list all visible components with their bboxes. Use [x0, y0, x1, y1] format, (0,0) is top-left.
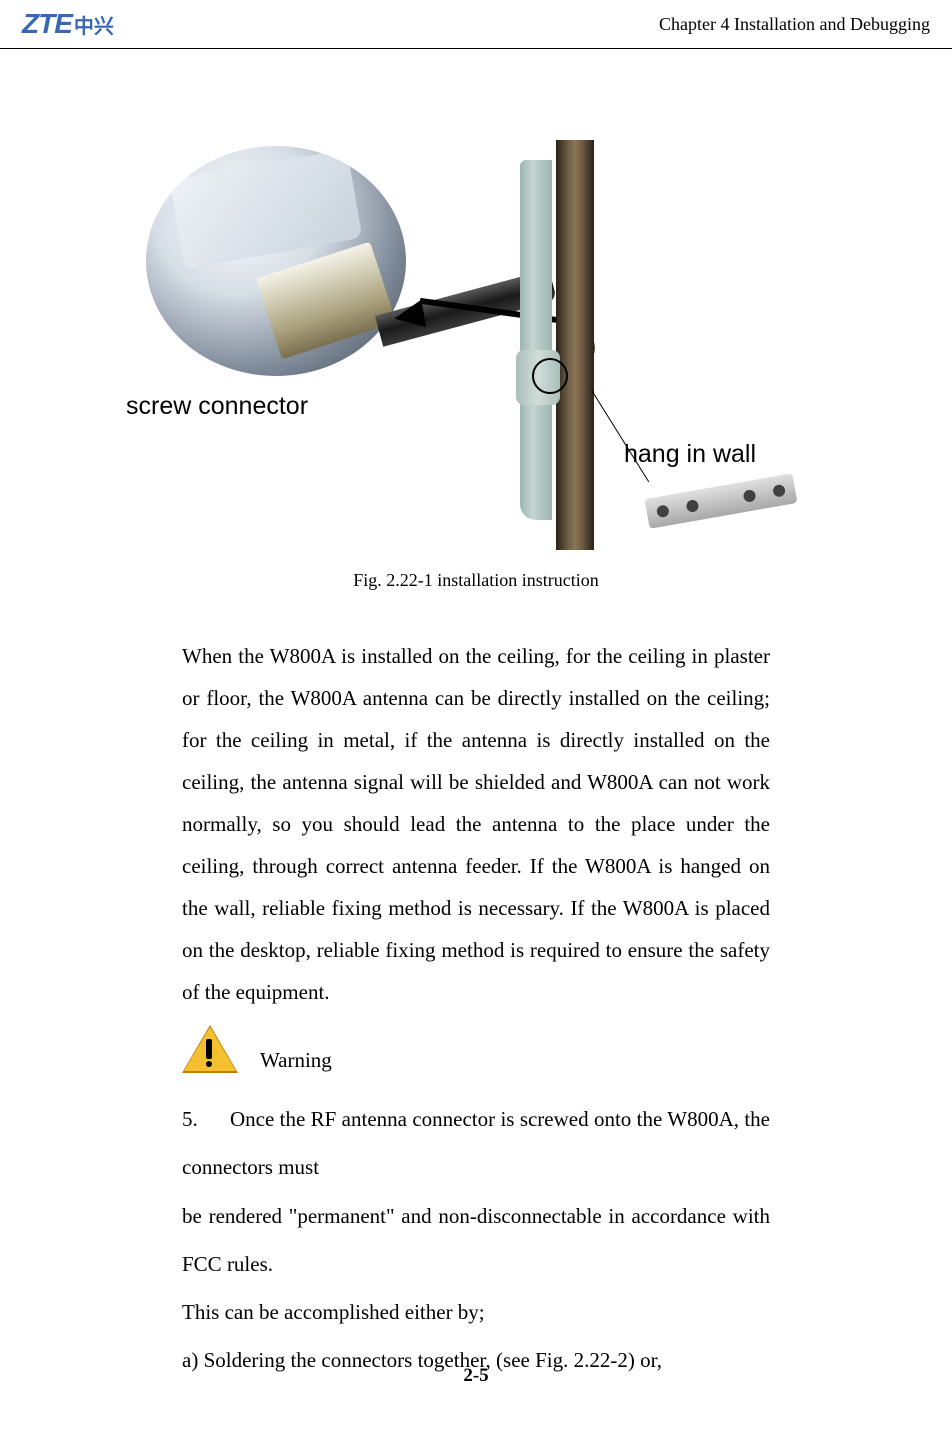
chapter-title: Chapter 4 Installation and Debugging	[659, 14, 930, 35]
device-body	[170, 149, 363, 269]
list-text-5: Once the RF antenna connector is screwed…	[182, 1107, 770, 1179]
mount-bracket	[645, 473, 798, 529]
page-number: 2-5	[0, 1365, 952, 1387]
warning-row: Warning	[182, 1027, 770, 1075]
hang-wall-label: hang in wall	[624, 440, 756, 469]
list-item-5-cont1: be rendered "permanent" and non-disconne…	[182, 1192, 770, 1289]
figure-caption: Fig. 2.22-1 installation instruction	[353, 570, 599, 591]
page-header: ZTE 中兴 Chapter 4 Installation and Debugg…	[0, 0, 952, 49]
figure-container: screw connector hang in wall Fig. 2.22-1…	[22, 140, 930, 591]
logo-cn: 中兴	[74, 10, 114, 39]
warning-label: Warning	[260, 1048, 332, 1073]
logo-main: ZTE	[22, 8, 72, 40]
screw-connector-label: screw connector	[126, 392, 308, 421]
list-item-5: 5.Once the RF antenna connector is screw…	[182, 1095, 770, 1192]
paragraph-1: When the W800A is installed on the ceili…	[182, 635, 770, 1013]
list-item-5-cont2: This can be accomplished either by;	[182, 1288, 770, 1336]
logo: ZTE 中兴	[22, 8, 114, 40]
list-number-5: 5.	[182, 1095, 230, 1143]
installation-figure: screw connector hang in wall	[126, 140, 826, 550]
page-content: screw connector hang in wall Fig. 2.22-1…	[0, 50, 952, 1385]
warning-icon	[182, 1027, 238, 1075]
circle-marker	[532, 358, 568, 394]
